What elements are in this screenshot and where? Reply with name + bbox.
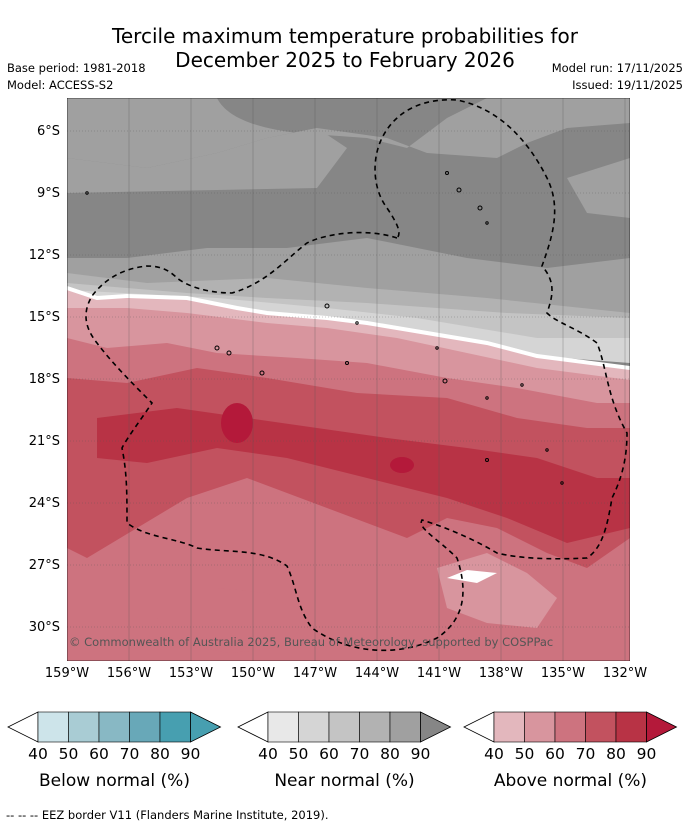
- colorbar-segment: [298, 711, 330, 743]
- island-outlines: [85, 171, 564, 485]
- title-line-1: Tercile maximum temperature probabilitie…: [112, 24, 578, 48]
- title-line-2: December 2025 to February 2026: [175, 48, 515, 72]
- lon-label: 153°W: [168, 666, 214, 681]
- colorbar-max-arrow: [190, 711, 222, 743]
- copyright-notice: © Commonwealth of Australia 2025, Bureau…: [69, 635, 553, 649]
- colorbar-tick: 60: [545, 745, 565, 763]
- colorbar-segment: [585, 711, 617, 743]
- colorbar-segment: [615, 711, 647, 743]
- model-run: Model run: 17/11/2025: [551, 61, 683, 75]
- lon-label: 132°W: [602, 666, 648, 681]
- map-grid: [67, 98, 630, 661]
- colorbar-segment: [129, 711, 161, 743]
- lon-label: 147°W: [292, 666, 338, 681]
- colorbar-min-arrow: [7, 711, 39, 743]
- colorbar-tick: 90: [410, 745, 431, 763]
- colorbar-segment: [328, 711, 360, 743]
- colorbar-segment: [68, 711, 100, 743]
- eez-footnote: -- -- -- EEZ border V11 (Flanders Marine…: [6, 808, 329, 822]
- colorbar-tick: 70: [119, 745, 140, 763]
- colorbar-max-arrow: [420, 711, 452, 743]
- colorbar-tick: 40: [28, 745, 48, 763]
- lat-label: 24°S: [28, 496, 60, 511]
- colorbar-max-arrow: [646, 711, 678, 743]
- colorbar-tick: 90: [636, 745, 657, 763]
- colorbar-min-arrow: [237, 711, 269, 743]
- lon-label: 138°W: [478, 666, 524, 681]
- colorbar-tick: 90: [180, 745, 201, 763]
- lat-label: 15°S: [28, 310, 60, 325]
- model-name: Model: ACCESS-S2: [7, 78, 114, 92]
- lat-label: 21°S: [28, 434, 60, 449]
- lon-label: 159°W: [44, 666, 90, 681]
- lat-label: 6°S: [36, 124, 60, 139]
- lat-label: 27°S: [28, 558, 60, 573]
- colorbar-segment: [159, 711, 191, 743]
- colorbar-tick: 40: [258, 745, 278, 763]
- colorbar-segment: [493, 711, 525, 743]
- lat-label: 18°S: [28, 372, 60, 387]
- colorbar-tick: 80: [606, 745, 626, 763]
- lat-label: 30°S: [28, 620, 60, 635]
- colorbar-1: [237, 711, 452, 743]
- lat-label: 9°S: [36, 186, 60, 201]
- colorbar-segment: [98, 711, 130, 743]
- colorbar-2: [463, 711, 678, 743]
- issued-date: Issued: 19/11/2025: [572, 78, 683, 92]
- eez-border: [85, 98, 628, 652]
- colorbar-segment: [37, 711, 69, 743]
- colorbar-title: Above normal (%): [493, 771, 648, 791]
- colorbar-title: Near normal (%): [274, 771, 415, 791]
- lat-label: 12°S: [28, 248, 60, 263]
- colorbar-min-arrow: [463, 711, 495, 743]
- colorbar-tick: 50: [514, 745, 535, 763]
- colorbar-segment: [267, 711, 299, 743]
- lon-label: 156°W: [106, 666, 152, 681]
- colorbar-segment: [554, 711, 586, 743]
- colorbar-tick: 80: [150, 745, 170, 763]
- colorbar-segment: [524, 711, 556, 743]
- lon-label: 150°W: [230, 666, 276, 681]
- colorbar-segment: [389, 711, 421, 743]
- colorbar-tick: 80: [380, 745, 400, 763]
- colorbar-tick: 70: [575, 745, 596, 763]
- lon-label: 144°W: [354, 666, 400, 681]
- probability-map[interactable]: © Commonwealth of Australia 2025, Bureau…: [67, 98, 630, 661]
- colorbar-tick: 40: [484, 745, 504, 763]
- colorbar-title: Below normal (%): [39, 771, 190, 791]
- colorbar-tick: 60: [89, 745, 109, 763]
- colorbar-tick: 60: [319, 745, 339, 763]
- lon-label: 141°W: [416, 666, 462, 681]
- colorbar-0: [7, 711, 222, 743]
- lon-label: 135°W: [540, 666, 586, 681]
- colorbar-tick: 50: [58, 745, 79, 763]
- colorbar-tick: 50: [288, 745, 309, 763]
- base-period: Base period: 1981-2018: [7, 61, 146, 75]
- colorbar-segment: [359, 711, 391, 743]
- colorbar-tick: 70: [349, 745, 370, 763]
